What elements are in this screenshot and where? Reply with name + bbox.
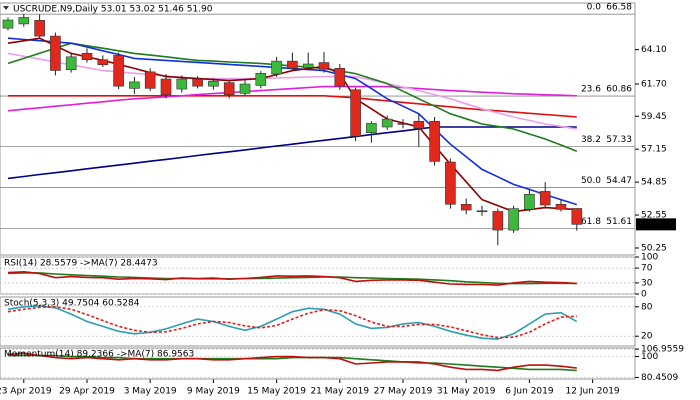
x-tick-label: 15 May 2019 [247,387,306,397]
candle-body [397,123,409,125]
candle-body [524,193,535,210]
candle-body [381,118,393,128]
candle-body [287,60,298,69]
fib-ratio: 61.8 [581,217,601,227]
candle-body [318,62,330,70]
indicator-line [7,272,577,285]
candle-body [192,78,203,87]
candle-body [429,120,440,162]
candle-body [113,55,124,87]
indicator-line [7,270,577,286]
candle-body [476,210,488,213]
candle-body [460,204,472,211]
x-tick-label: 6 Jun 2019 [505,387,554,397]
candle-body [334,67,346,87]
y-tick-label: 59.45 [641,112,667,122]
fib-ratio: 0.0 [587,3,602,13]
y-tick-label: 20 [641,332,653,342]
panel-frame [0,347,636,380]
fib-value: 54.47 [606,176,632,186]
candle-body [492,211,504,231]
x-tick-label: 27 May 2019 [374,387,433,397]
candle-body [160,78,172,96]
panel-frame [0,296,636,347]
indicator-line [7,85,577,112]
y-tick-label: 0 [641,290,647,300]
y-tick-label: 54.85 [641,178,667,188]
y-tick-label: 100 [641,352,658,362]
indicator-line [7,305,577,339]
candle-body [34,20,45,37]
candle-body [255,73,267,86]
y-tick-label: 57.15 [641,145,667,155]
candle-body [223,82,235,96]
indicator-line [8,354,577,372]
candle-body [176,78,188,90]
indicator-line [7,304,578,340]
candle-body [65,56,77,71]
panel-title: Stoch(5,3,3) 49.7504 60.5284 [4,299,140,309]
x-tick-label: 12 Jun 2019 [566,387,620,397]
panel-title: RSI(14) 28.5579 ->MA(7) 28.4473 [4,259,158,269]
candle-body [555,204,567,210]
x-tick-label: 9 May 2019 [187,387,240,397]
indicator-line [7,126,577,180]
candle-body [50,35,61,71]
x-tick-label: 21 May 2019 [310,387,369,397]
y-tick-label: 61.70 [641,80,667,90]
fib-ratio: 50.0 [581,176,601,186]
candle-body [2,19,14,29]
candle-body [413,120,425,129]
fib-value: 51.61 [606,217,632,227]
x-tick-label: 23 Apr 2019 [0,387,52,397]
candle-body [129,81,140,89]
y-tick-label: 80 [641,302,653,312]
panel-title: Momentum(14) 89.2366 ->MA(7) 86.9563 [4,350,194,360]
candle-body [302,63,314,68]
fib-value: 60.86 [606,85,632,95]
x-tick-label: 31 May 2019 [437,387,496,397]
candle-body [208,80,219,87]
y-tick-label: 106.9559 [641,345,684,355]
candle-body [144,71,156,89]
indicator-line [7,352,577,372]
candle-body [97,59,109,66]
last-price-badge [636,218,676,231]
y-tick-label: 80.4509 [641,373,678,383]
x-tick-label: 3 May 2019 [124,387,177,397]
fib-value: 66.58 [606,3,632,13]
y-tick-label: 50.25 [641,243,667,253]
candle-body [350,89,361,137]
indicator-line [8,95,577,118]
header-icon [3,6,9,10]
panel-frame [0,2,636,256]
x-tick-label: 29 Apr 2019 [59,387,115,397]
indicator-line [7,52,577,130]
candle-body [508,208,519,231]
candle-body [366,123,377,134]
fib-ratio: 23.6 [581,85,601,95]
candle-body [239,83,251,94]
candle-body [271,60,282,75]
candle-body [539,191,551,206]
candle-body [571,208,583,225]
candle-body [445,161,456,205]
y-tick-label: 100 [641,253,658,263]
candle-body [81,52,93,60]
fib-ratio: 38.2 [581,135,601,145]
y-tick-label: 30 [641,278,653,288]
chart-title: USCRUDE.N9,Daily 53.01 53.02 51.46 51.90 [13,5,213,15]
candle-body [18,17,30,25]
y-tick-label: 70 [641,264,653,274]
y-tick-label: 52.55 [641,211,667,221]
last-price-label: 51.90 [641,220,667,230]
y-tick-label: 64.10 [641,45,667,55]
fib-value: 57.33 [606,135,632,145]
